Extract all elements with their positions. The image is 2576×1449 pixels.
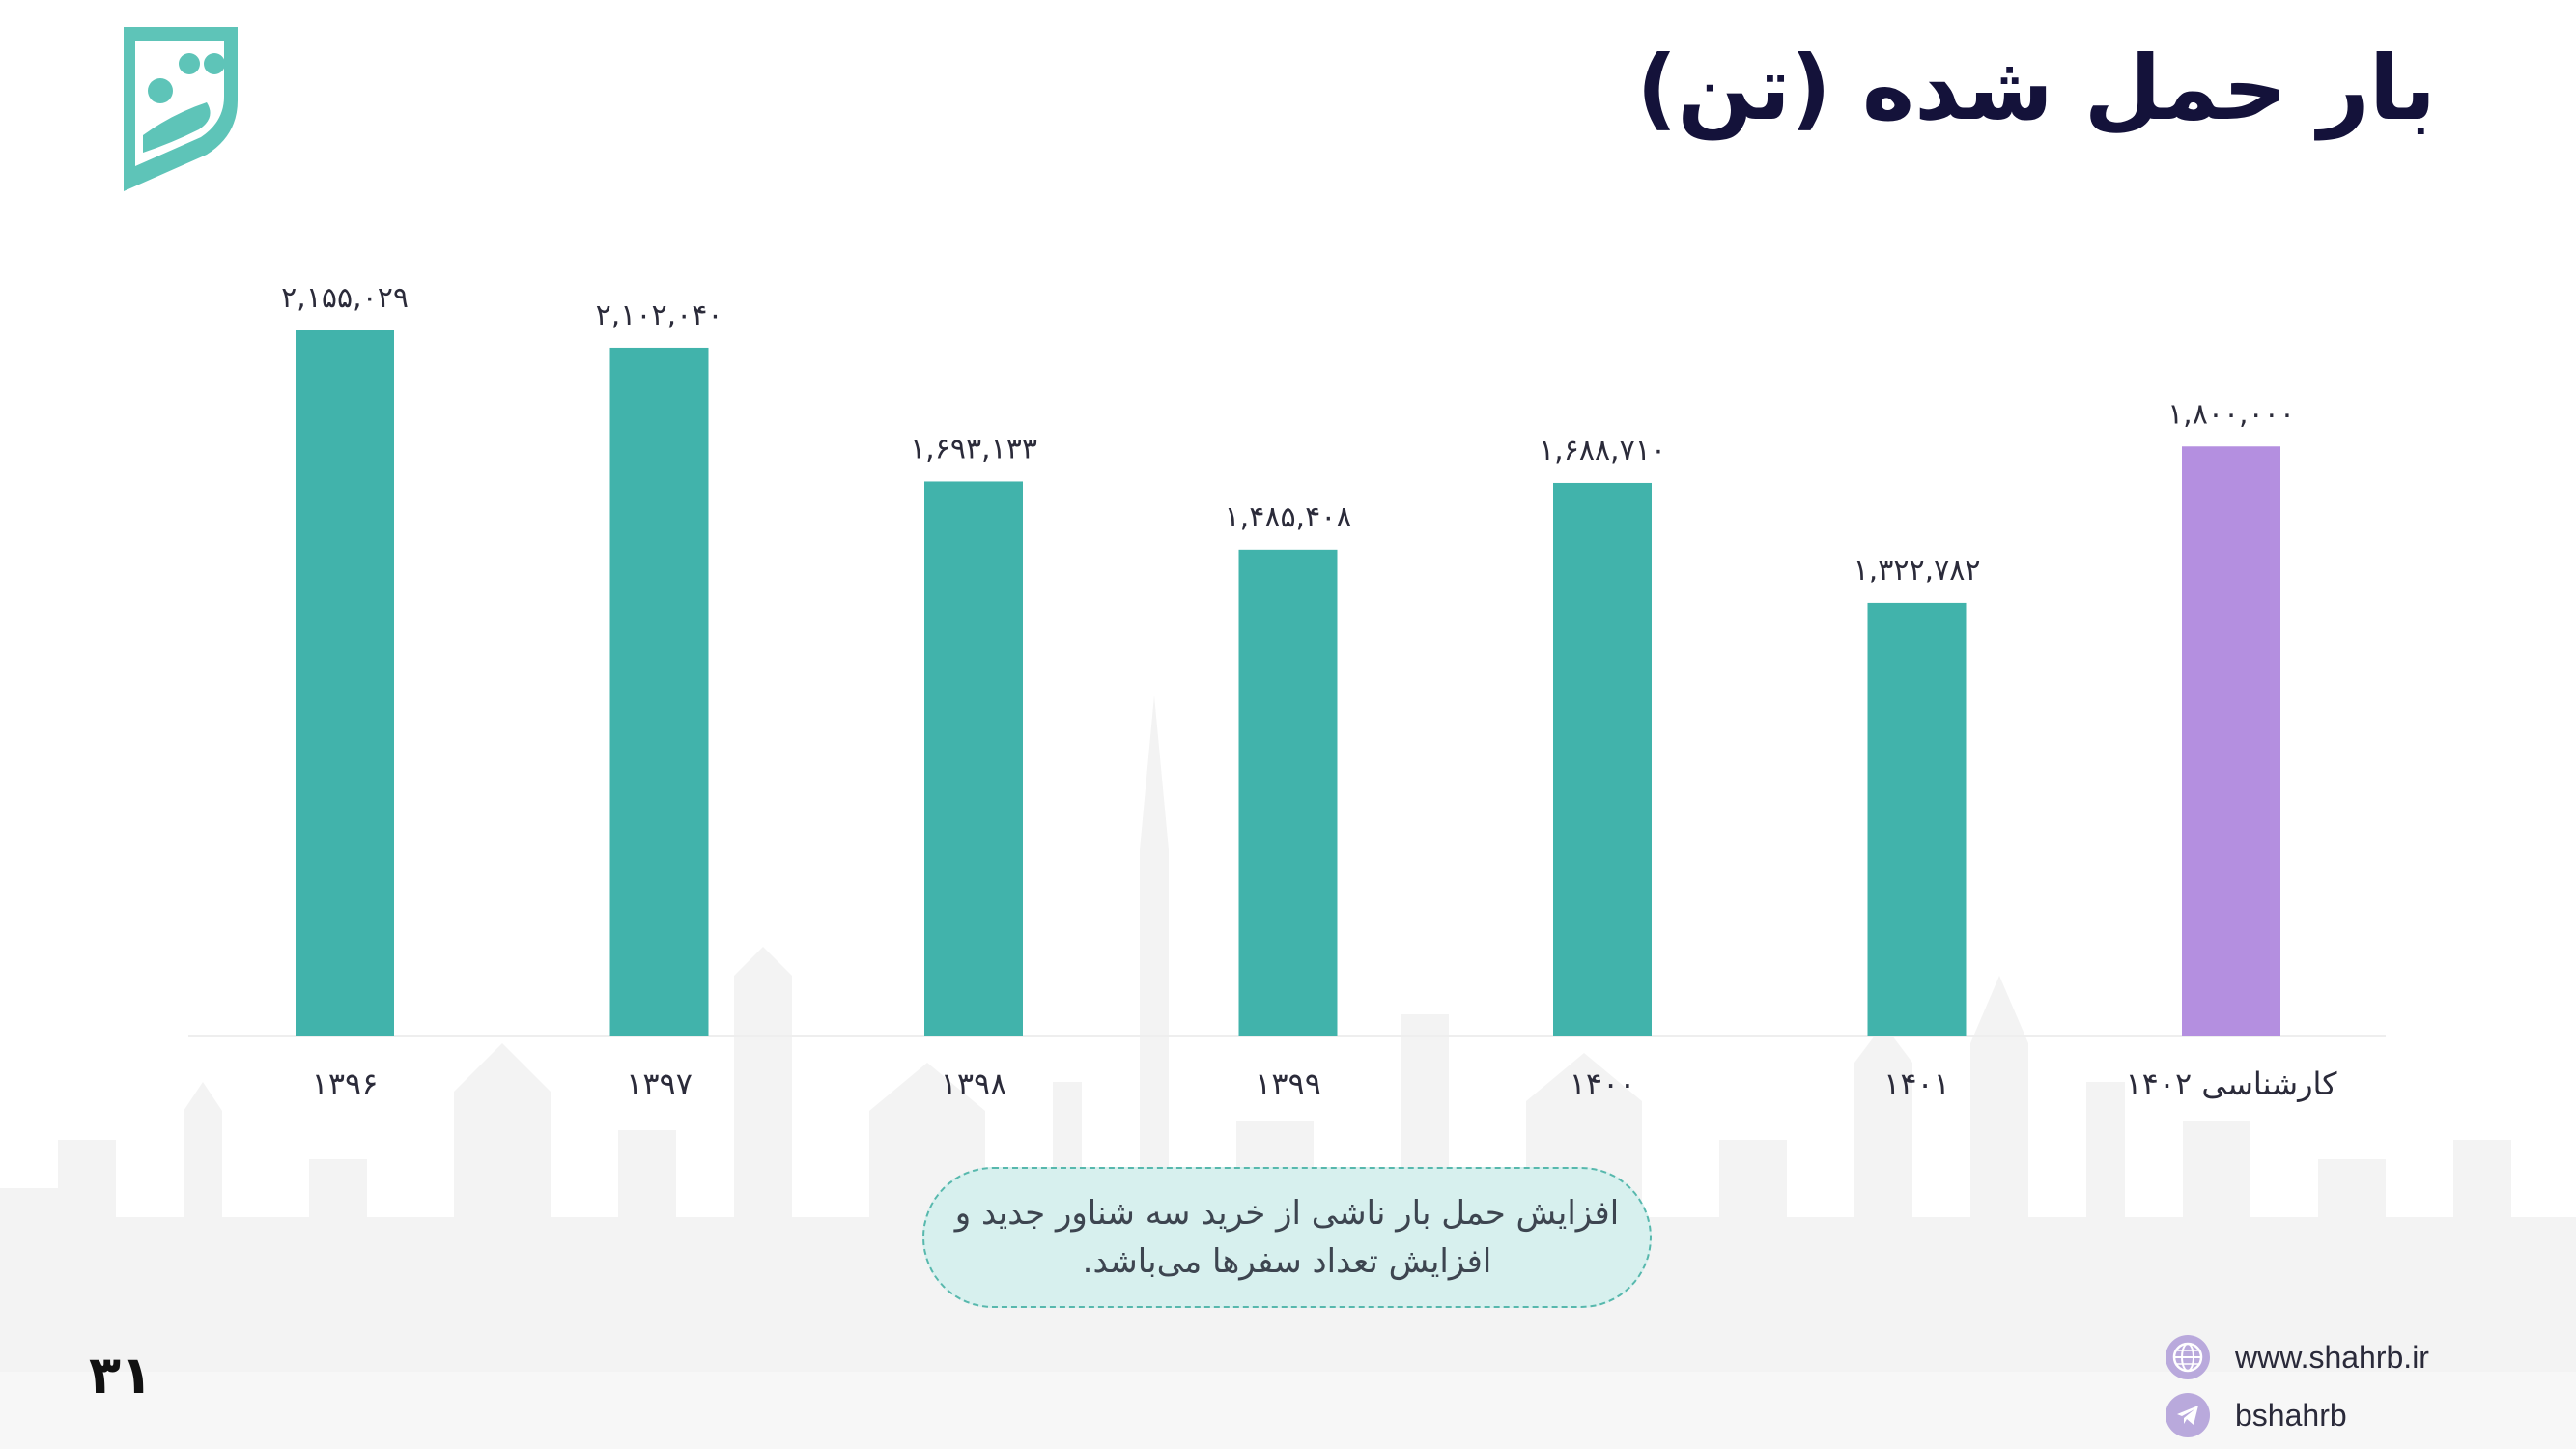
bar-5 xyxy=(1553,482,1652,1036)
globe-icon xyxy=(2166,1335,2210,1379)
note-box: افزایش حمل بار ناشی از خرید سه شناور جدی… xyxy=(922,1167,1652,1308)
bar-6 xyxy=(1867,602,1967,1036)
page-number: ۳۱ xyxy=(89,1345,153,1406)
x-tick-label-6: ۱۴۰۱ xyxy=(1883,1065,1950,1102)
data-label-5: ۱,۶۸۸,۷۱۰ xyxy=(1539,434,1666,468)
x-tick-label-5: ۱۴۰۰ xyxy=(1570,1065,1636,1102)
data-label-1: ۲,۱۵۵,۰۲۹ xyxy=(281,281,409,315)
website-contact[interactable]: www.shahrb.ir xyxy=(2166,1335,2429,1379)
telegram-icon xyxy=(2166,1393,2210,1437)
data-label-4: ۱,۴۸۵,۴۰۸ xyxy=(1225,500,1352,534)
x-tick-label-2: ۱۳۹۷ xyxy=(626,1065,693,1102)
logo-icon xyxy=(124,27,238,191)
bar-3 xyxy=(924,481,1023,1036)
x-tick-label-1: ۱۳۹۶ xyxy=(312,1065,379,1102)
data-label-6: ۱,۳۲۲,۷۸۲ xyxy=(1854,554,1981,587)
bar-7 xyxy=(2182,446,2280,1036)
data-label-7: ۱,۸۰۰,۰۰۰ xyxy=(2167,397,2295,431)
note-line-1: افزایش حمل بار ناشی از خرید سه شناور جدی… xyxy=(954,1194,1620,1233)
data-label-2: ۲,۱۰۲,۰۴۰ xyxy=(596,298,723,332)
x-tick-label-3: ۱۳۹۸ xyxy=(941,1065,1007,1102)
data-label-3: ۱,۶۹۳,۱۳۳ xyxy=(910,432,1037,466)
telegram-contact[interactable]: bshahrb xyxy=(2166,1393,2347,1437)
note-line-2: افزایش تعداد سفرها می‌باشد. xyxy=(1082,1242,1492,1281)
bar-2 xyxy=(609,347,709,1037)
website-link[interactable]: www.shahrb.ir xyxy=(2235,1339,2429,1375)
bar-1 xyxy=(296,330,394,1036)
telegram-handle[interactable]: bshahrb xyxy=(2235,1397,2347,1433)
bar-4 xyxy=(1238,549,1338,1036)
slide-title: بار حمل شده (تن) xyxy=(1636,37,2437,140)
x-tick-label-4: ۱۳۹۹ xyxy=(1255,1065,1321,1102)
x-tick-label-7: کارشناسی ۱۴۰۲ xyxy=(2125,1065,2337,1102)
